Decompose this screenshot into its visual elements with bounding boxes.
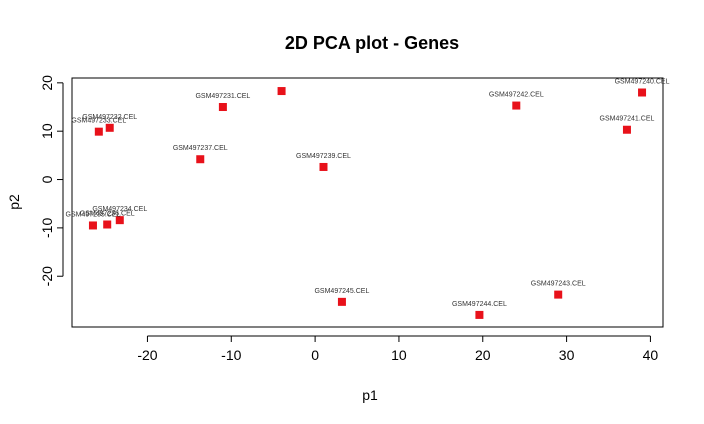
- x-tick-label: -20: [137, 347, 157, 363]
- point-label: GSM497231.CEL: [195, 93, 250, 100]
- data-points: [88, 87, 647, 319]
- point-label: GSM497233.CEL: [71, 118, 126, 125]
- x-tick-label: 10: [391, 347, 407, 363]
- y-axis-label: p2: [6, 194, 22, 210]
- data-point: [554, 290, 563, 299]
- data-point: [475, 310, 484, 319]
- data-point: [277, 87, 286, 96]
- point-label: GSM497237.CEL: [173, 145, 228, 152]
- data-point: [94, 127, 103, 136]
- data-point: [218, 103, 227, 112]
- data-point: [622, 125, 631, 134]
- y-tick-label: -10: [39, 218, 55, 238]
- data-point: [638, 88, 647, 97]
- y-tick-label: -20: [39, 266, 55, 286]
- x-tick-label: 40: [643, 347, 659, 363]
- point-label: GSM497234.CEL: [92, 206, 147, 213]
- point-label: GSM497235.CEL: [66, 211, 121, 218]
- data-point: [103, 220, 112, 229]
- data-point: [88, 221, 97, 230]
- point-label: GSM497232.CEL: [82, 114, 137, 121]
- data-point: [512, 101, 521, 110]
- y-tick-label: 0: [39, 175, 55, 183]
- x-tick-label: 30: [559, 347, 575, 363]
- point-label: GSM497242.CEL: [489, 92, 544, 99]
- plot-frame: [71, 77, 664, 328]
- y-tick-label: 20: [39, 75, 55, 91]
- point-label: GSM497243.CEL: [531, 281, 586, 288]
- x-axis: -20 -10 0 10 20 30 40: [137, 335, 659, 363]
- data-point: [196, 155, 205, 164]
- x-tick-label: 0: [311, 347, 319, 363]
- point-label: GSM497244.CEL: [452, 301, 507, 308]
- y-tick-label: 10: [39, 123, 55, 139]
- point-label: GSM497240.CEL: [615, 79, 670, 86]
- point-label: GSM497236.CEL: [80, 210, 135, 217]
- y-axis: -20 -10 0 10 20: [39, 75, 64, 286]
- data-point: [105, 123, 114, 132]
- x-axis-label: p1: [362, 387, 378, 403]
- data-point: [319, 162, 328, 171]
- point-label: GSM497239.CEL: [296, 153, 351, 160]
- chart-title: 2D PCA plot - Genes: [285, 33, 459, 53]
- point-label: GSM497241.CEL: [600, 116, 655, 123]
- point-label: GSM497245.CEL: [314, 288, 369, 295]
- data-point: [337, 297, 346, 306]
- x-tick-label: -10: [221, 347, 241, 363]
- x-tick-label: 20: [475, 347, 491, 363]
- data-point: [115, 216, 124, 225]
